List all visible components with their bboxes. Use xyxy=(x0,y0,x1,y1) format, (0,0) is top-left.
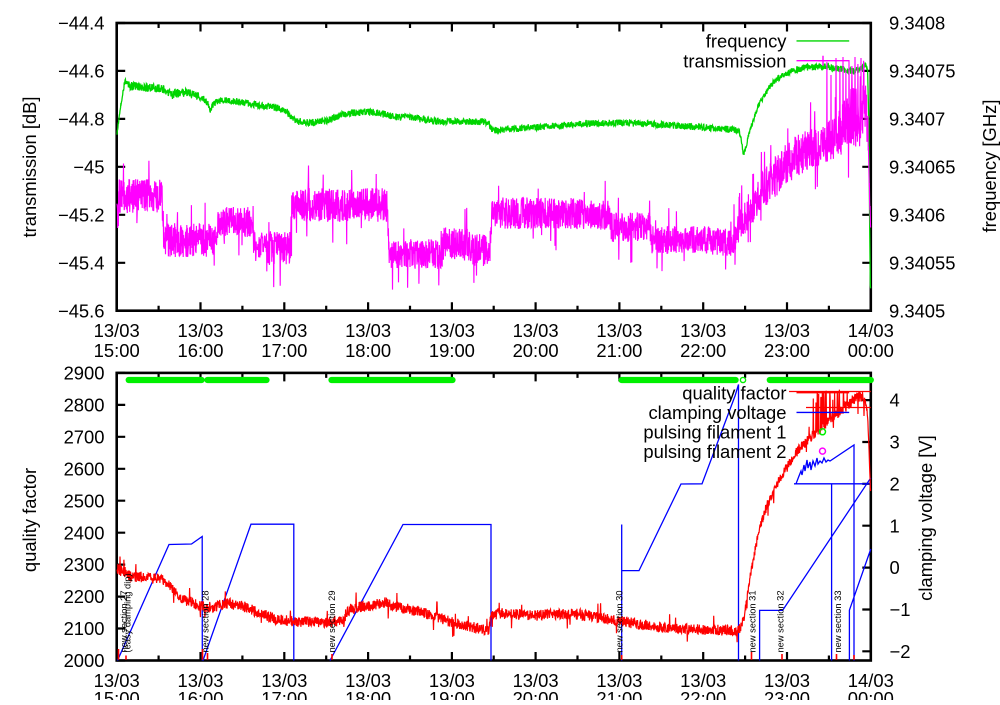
svg-text:13/03: 13/03 xyxy=(764,670,810,691)
svg-text:0: 0 xyxy=(890,557,900,578)
svg-text:19:00: 19:00 xyxy=(429,340,475,361)
svg-text:2: 2 xyxy=(890,473,900,494)
svg-text:13/03: 13/03 xyxy=(261,320,307,341)
svg-text:2200: 2200 xyxy=(64,586,105,607)
svg-text:clamping voltage: clamping voltage xyxy=(648,402,786,423)
svg-text:pulsing filament 2: pulsing filament 2 xyxy=(643,441,786,462)
svg-text:16:00: 16:00 xyxy=(177,340,223,361)
svg-text:13/03: 13/03 xyxy=(345,320,391,341)
svg-text:13/03: 13/03 xyxy=(680,320,726,341)
svg-text:−44.8: −44.8 xyxy=(58,109,105,130)
svg-text:2400: 2400 xyxy=(64,522,105,543)
svg-text:22:00: 22:00 xyxy=(680,688,726,700)
svg-text:quality factor: quality factor xyxy=(19,468,40,572)
svg-text:13/03: 13/03 xyxy=(177,320,223,341)
svg-text:−45.2: −45.2 xyxy=(58,204,105,225)
svg-text:quality factor: quality factor xyxy=(682,382,786,403)
svg-text:21:00: 21:00 xyxy=(596,340,642,361)
svg-text:20:00: 20:00 xyxy=(513,340,559,361)
svg-text:9.34055: 9.34055 xyxy=(889,252,955,273)
svg-text:pulsing filament 1: pulsing filament 1 xyxy=(643,422,786,443)
svg-text:transmission [dB]: transmission [dB] xyxy=(19,96,40,237)
svg-text:−45: −45 xyxy=(73,156,104,177)
svg-text:20:00: 20:00 xyxy=(513,688,559,700)
svg-text:new section 29: new section 29 xyxy=(327,590,337,652)
svg-text:−2: −2 xyxy=(890,641,911,662)
svg-text:−1: −1 xyxy=(890,599,911,620)
svg-text:−45.4: −45.4 xyxy=(58,252,105,273)
svg-text:13/03: 13/03 xyxy=(94,670,140,691)
svg-text:−44.4: −44.4 xyxy=(58,13,105,34)
svg-text:2100: 2100 xyxy=(64,618,105,639)
svg-text:15:00: 15:00 xyxy=(94,688,140,700)
svg-text:13/03: 13/03 xyxy=(94,320,140,341)
svg-text:new section 30: new section 30 xyxy=(615,590,625,652)
svg-text:00:00: 00:00 xyxy=(848,688,894,700)
svg-text:3: 3 xyxy=(890,432,900,453)
svg-text:13/03: 13/03 xyxy=(261,670,307,691)
svg-text:frequency [GHz]: frequency [GHz] xyxy=(979,100,1000,233)
svg-text:new section 31: new section 31 xyxy=(748,590,758,652)
svg-text:9.3408: 9.3408 xyxy=(889,13,945,34)
svg-text:21:00: 21:00 xyxy=(596,688,642,700)
svg-text:new section 28: new section 28 xyxy=(201,590,211,652)
svg-text:17:00: 17:00 xyxy=(261,340,307,361)
svg-text:new section 32: new section 32 xyxy=(776,590,786,652)
svg-text:14/03: 14/03 xyxy=(848,320,894,341)
svg-text:1: 1 xyxy=(890,515,900,536)
svg-text:13/03: 13/03 xyxy=(513,320,559,341)
svg-text:22:00: 22:00 xyxy=(680,340,726,361)
svg-text:13/03: 13/03 xyxy=(345,670,391,691)
svg-text:2600: 2600 xyxy=(64,458,105,479)
svg-text:9.34065: 9.34065 xyxy=(889,156,955,177)
svg-text:14/03: 14/03 xyxy=(848,670,894,691)
svg-text:frequency: frequency xyxy=(706,31,788,52)
svg-text:4: 4 xyxy=(890,390,900,411)
svg-text:18:00: 18:00 xyxy=(345,340,391,361)
svg-text:new section 33: new section 33 xyxy=(833,590,843,652)
svg-text:2800: 2800 xyxy=(64,395,105,416)
svg-text:transmission: transmission xyxy=(683,50,786,71)
svg-text:17:00: 17:00 xyxy=(261,688,307,700)
svg-text:9.3405: 9.3405 xyxy=(889,300,945,321)
svg-text:13/03: 13/03 xyxy=(429,670,475,691)
svg-text:2300: 2300 xyxy=(64,554,105,575)
svg-text:2700: 2700 xyxy=(64,426,105,447)
svg-text:2500: 2500 xyxy=(64,490,105,511)
svg-text:(easy damping dip): (easy damping dip) xyxy=(123,573,133,652)
svg-text:−44.6: −44.6 xyxy=(58,61,105,82)
svg-text:13/03: 13/03 xyxy=(513,670,559,691)
svg-text:16:00: 16:00 xyxy=(177,688,223,700)
svg-text:00:00: 00:00 xyxy=(848,340,894,361)
svg-text:new section 27: new section 27 xyxy=(119,590,129,652)
svg-text:18:00: 18:00 xyxy=(345,688,391,700)
svg-text:2000: 2000 xyxy=(64,650,105,671)
svg-text:clamping voltage [V]: clamping voltage [V] xyxy=(915,435,936,601)
svg-text:23:00: 23:00 xyxy=(764,688,810,700)
svg-text:13/03: 13/03 xyxy=(596,670,642,691)
svg-text:13/03: 13/03 xyxy=(429,320,475,341)
svg-text:13/03: 13/03 xyxy=(177,670,223,691)
svg-text:2900: 2900 xyxy=(64,363,105,384)
svg-text:−45.6: −45.6 xyxy=(58,300,105,321)
svg-text:23:00: 23:00 xyxy=(764,340,810,361)
svg-text:9.3406: 9.3406 xyxy=(889,204,945,225)
svg-text:9.3407: 9.3407 xyxy=(889,109,945,130)
svg-text:13/03: 13/03 xyxy=(764,320,810,341)
svg-text:9.34075: 9.34075 xyxy=(889,61,955,82)
svg-text:13/03: 13/03 xyxy=(596,320,642,341)
svg-text:15:00: 15:00 xyxy=(94,340,140,361)
svg-text:13/03: 13/03 xyxy=(680,670,726,691)
svg-text:19:00: 19:00 xyxy=(429,688,475,700)
